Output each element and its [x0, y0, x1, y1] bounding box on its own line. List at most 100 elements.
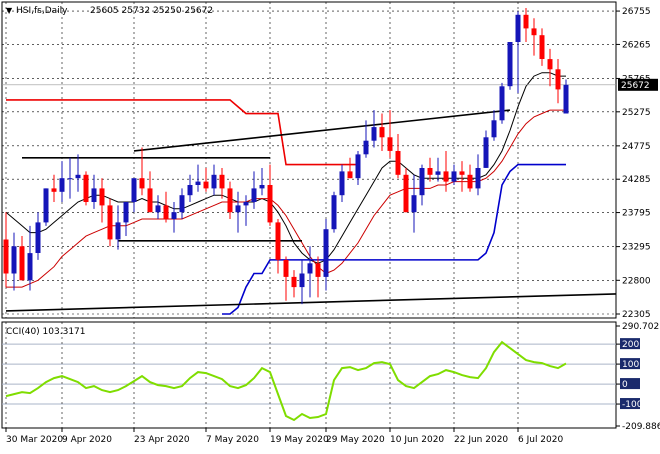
- x-tick-label: 19 May 2020: [270, 435, 329, 445]
- step-line-red: [6, 99, 358, 166]
- candle-body: [323, 229, 329, 277]
- main-y-tick-label: 23295: [622, 243, 651, 253]
- cci-layer: [5, 340, 567, 422]
- candle-body: [83, 174, 89, 202]
- candle-body: [163, 205, 169, 219]
- indicator-panel-frame: [1, 321, 617, 429]
- candle-body: [459, 171, 465, 175]
- indicator-level-badge: [620, 358, 640, 370]
- candle-body: [483, 137, 489, 168]
- indicator-level-badge: [620, 398, 640, 410]
- main-y-tick-label: 23795: [622, 209, 651, 219]
- indicator-y-axis: 290.7027 200 100 0 -100 -209.886: [616, 322, 660, 432]
- candle-body: [35, 222, 41, 253]
- candle-body: [27, 253, 33, 281]
- candle-body: [371, 127, 377, 141]
- indicator-y-tick-label: -209.886: [622, 422, 660, 432]
- indicator-grid: [2, 322, 616, 428]
- x-tick-label: 10 Jun 2020: [390, 435, 444, 445]
- overlays: [2, 72, 617, 315]
- candle-body: [547, 59, 553, 70]
- candle-body: [19, 246, 25, 281]
- chart-symbol: HSI,fs,Daily: [16, 6, 68, 16]
- candle-body: [467, 174, 473, 189]
- candle-body: [331, 195, 337, 230]
- candle-body: [155, 205, 161, 213]
- candle-body: [275, 222, 281, 260]
- candle-body: [499, 86, 505, 121]
- candle-body: [259, 185, 265, 189]
- trendline-lower: [5, 293, 617, 312]
- candle-body: [179, 195, 185, 213]
- candle-body: [123, 202, 129, 223]
- main-y-tick-label: 24775: [622, 142, 651, 152]
- candle-body: [427, 168, 433, 175]
- menu-triangle-icon[interactable]: ▼: [6, 6, 13, 15]
- candle-body: [139, 178, 145, 189]
- candle-body: [475, 168, 481, 189]
- candle-body: [523, 14, 529, 29]
- candle-body: [203, 181, 209, 189]
- step-line-blue: [222, 163, 566, 315]
- current-price-tag: [618, 78, 658, 91]
- candle-body: [75, 174, 81, 179]
- candle-body: [299, 273, 305, 288]
- main-y-axis: 2675526265257652527524775242852379523295…: [616, 7, 651, 320]
- candle-body: [355, 154, 361, 179]
- candle-body: [307, 263, 313, 274]
- candle-body: [251, 188, 257, 202]
- candle-body: [339, 171, 345, 196]
- x-tick-label: 9 Apr 2020: [62, 435, 112, 445]
- candle-body: [531, 28, 537, 36]
- x-tick-label: 29 May 2020: [326, 435, 385, 445]
- x-tick-label: 23 Apr 2020: [134, 435, 190, 445]
- candle-body: [115, 222, 121, 240]
- main-y-tick-label: 22305: [622, 310, 651, 320]
- candle-body: [107, 205, 113, 240]
- indicator-y-tick-label: 200: [622, 340, 639, 350]
- candle-body: [563, 84, 569, 114]
- candle-body: [539, 35, 545, 59]
- candle-body: [99, 188, 105, 206]
- candle-body: [347, 171, 353, 179]
- indicator-level-badge: [620, 338, 640, 350]
- candle-body: [131, 178, 137, 202]
- candle-body: [147, 188, 153, 213]
- candle-body: [515, 14, 521, 43]
- chart-ohlc: 25605 25732 25250 25672: [90, 6, 213, 16]
- candle-body: [187, 185, 193, 196]
- candle-body: [403, 174, 409, 213]
- candle-body: [219, 174, 225, 189]
- moving-average-red: [6, 109, 566, 288]
- candle-body: [507, 42, 513, 87]
- candle-body: [195, 181, 201, 185]
- main-y-tick-label: 26755: [622, 7, 651, 17]
- candle-body: [51, 188, 57, 192]
- candle-body: [59, 178, 65, 192]
- candle-body: [387, 137, 393, 151]
- candle-body: [363, 140, 369, 155]
- candle-body: [211, 174, 217, 189]
- indicator-level-badge: [620, 378, 640, 390]
- candle-body: [491, 120, 497, 138]
- candle-body: [435, 171, 441, 175]
- candle-body: [291, 276, 297, 288]
- candle-body: [451, 171, 457, 182]
- candle-body: [443, 171, 449, 182]
- candle-body: [395, 151, 401, 175]
- main-y-tick-label: 24285: [622, 175, 651, 185]
- candles: [3, 8, 569, 305]
- candle-body: [3, 239, 9, 274]
- candle-body: [171, 212, 177, 219]
- candle-body: [267, 185, 273, 223]
- indicator-y-tick-label: 100: [622, 360, 639, 370]
- indicator-y-tick-label: -100: [622, 400, 643, 410]
- candle-body: [91, 188, 97, 202]
- cci-line: [5, 340, 567, 422]
- x-tick-label: 7 May 2020: [206, 435, 259, 445]
- candle-body: [227, 188, 233, 213]
- indicator-label: CCI(40) 103.3171: [6, 327, 86, 337]
